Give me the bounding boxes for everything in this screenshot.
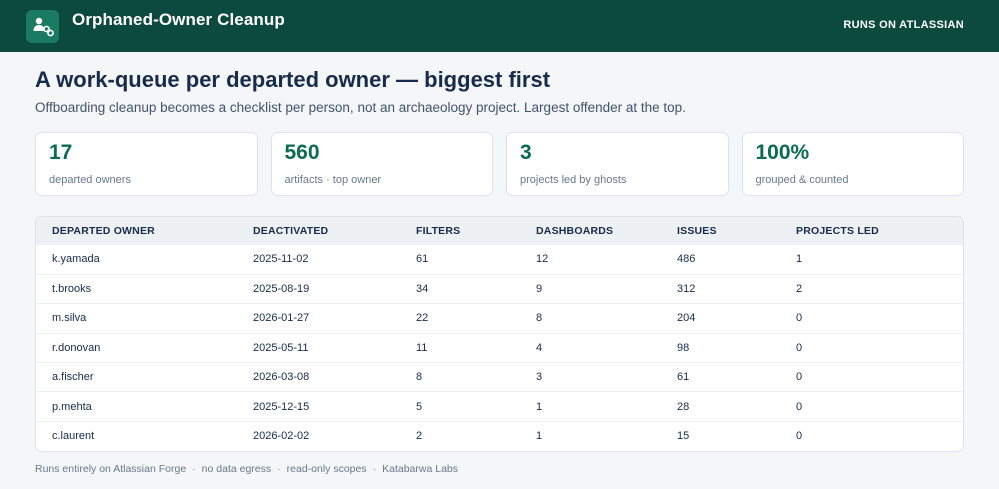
issues-cell: 28 bbox=[661, 391, 780, 422]
table-row[interactable]: t.brooks 2025-08-19 34 9 312 2 bbox=[36, 273, 963, 304]
footer-separator: · bbox=[192, 462, 196, 475]
table-header-row: DEPARTED OWNER DEACTIVATED FILTERS DASHB… bbox=[36, 217, 963, 245]
page-title: A work-queue per departed owner — bigges… bbox=[35, 67, 551, 92]
owner-cell: p.mehta bbox=[36, 391, 237, 422]
app-title: Orphaned-Owner Cleanup bbox=[72, 10, 285, 29]
column-header-dashboards[interactable]: DASHBOARDS bbox=[536, 225, 614, 237]
filters-cell: 2 bbox=[400, 420, 520, 451]
column-header-filters[interactable]: FILTERS bbox=[416, 225, 461, 237]
filters-cell: 34 bbox=[400, 273, 520, 304]
issues-cell: 15 bbox=[661, 420, 780, 451]
owner-cell: t.brooks bbox=[36, 273, 237, 304]
deactivated-cell: 2026-01-27 bbox=[237, 303, 400, 334]
stat-label: grouped & counted bbox=[755, 174, 849, 186]
dashboards-cell: 1 bbox=[520, 391, 661, 422]
projects-led-cell: 0 bbox=[780, 362, 963, 392]
footer-item: Runs entirely on Atlassian Forge bbox=[35, 462, 187, 475]
deactivated-cell: 2026-03-08 bbox=[237, 362, 400, 392]
page-subtitle: Offboarding cleanup becomes a checklist … bbox=[35, 100, 686, 115]
stat-value: 100% bbox=[755, 141, 810, 164]
owner-cell: r.donovan bbox=[36, 332, 237, 363]
main-content: A work-queue per departed owner — bigges… bbox=[0, 52, 999, 475]
dashboards-cell: 9 bbox=[520, 273, 661, 304]
filters-cell: 61 bbox=[416, 253, 429, 266]
dashboards-cell: 8 bbox=[520, 303, 661, 334]
stat-card-grouped: 100% grouped & counted bbox=[741, 132, 964, 196]
dashboards-cell: 12 bbox=[536, 253, 549, 266]
column-header-owner[interactable]: DEPARTED OWNER bbox=[52, 225, 155, 237]
footer-separator: · bbox=[277, 462, 281, 475]
column-header-projects-led[interactable]: PROJECTS LED bbox=[796, 225, 879, 237]
table-row[interactable]: c.laurent 2026-02-02 2 1 15 0 bbox=[36, 420, 963, 451]
column-header-deactivated[interactable]: DEACTIVATED bbox=[253, 225, 329, 237]
footer-separator: · bbox=[372, 462, 377, 475]
stat-card-departed-owners: 17 departed owners bbox=[35, 132, 258, 196]
deactivated-cell: 2025-08-19 bbox=[237, 273, 400, 304]
issues-cell: 312 bbox=[661, 273, 780, 304]
projects-led-cell: 0 bbox=[780, 391, 963, 422]
dashboards-cell: 1 bbox=[520, 420, 661, 451]
projects-led-cell: 2 bbox=[780, 273, 963, 304]
filters-cell: 11 bbox=[400, 332, 520, 363]
footer-item: no data egress bbox=[201, 462, 272, 475]
owners-table: DEPARTED OWNER DEACTIVATED FILTERS DASHB… bbox=[35, 216, 964, 452]
stat-label: departed owners bbox=[49, 174, 131, 186]
footer-item: Katabarwa Labs bbox=[382, 462, 458, 475]
owner-cell: a.fischer bbox=[36, 362, 237, 392]
stats-row: 17 departed owners 560 artifacts · top o… bbox=[35, 132, 964, 196]
table-row[interactable]: m.silva 2026-01-27 22 8 204 0 bbox=[36, 303, 963, 334]
column-header-issues[interactable]: ISSUES bbox=[677, 225, 717, 237]
projects-led-cell: 0 bbox=[780, 303, 963, 334]
stat-value: 17 bbox=[49, 141, 73, 164]
deactivated-cell: 2025-05-11 bbox=[237, 332, 400, 363]
issues-cell: 61 bbox=[661, 362, 780, 392]
stat-card-ghost-projects: 3 projects led by ghosts bbox=[506, 132, 729, 196]
app-header: Orphaned-Owner Cleanup RUNS ON ATLASSIAN bbox=[0, 0, 999, 52]
owner-cell: k.yamada bbox=[52, 253, 100, 266]
stat-value: 560 bbox=[284, 141, 320, 164]
stat-label: projects led by ghosts bbox=[520, 174, 627, 186]
projects-led-cell: 0 bbox=[780, 420, 963, 451]
issues-cell: 204 bbox=[661, 303, 780, 334]
user-link-icon bbox=[26, 9, 59, 43]
filters-cell: 22 bbox=[400, 303, 520, 334]
table-body: k.yamada 2025-11-02 61 12 486 1 t.brooks 2025-0… bbox=[36, 245, 963, 451]
stat-card-top-owner-artifacts: 560 artifacts · top owner bbox=[270, 132, 493, 196]
owner-cell: m.silva bbox=[36, 303, 237, 334]
filters-cell: 8 bbox=[400, 362, 520, 392]
table-row[interactable]: k.yamada 2025-11-02 61 12 486 1 bbox=[36, 245, 963, 274]
runs-on-badge: RUNS ON ATLASSIAN bbox=[843, 19, 964, 31]
issues-cell: 486 bbox=[677, 253, 696, 266]
issues-cell: 98 bbox=[661, 332, 780, 363]
table-row[interactable]: a.fischer 2026-03-08 8 3 61 0 bbox=[36, 362, 963, 392]
deactivated-cell: 2025-11-02 bbox=[253, 253, 309, 266]
table-row[interactable]: p.mehta 2025-12-15 5 1 28 0 bbox=[36, 391, 963, 422]
projects-led-cell: 0 bbox=[780, 332, 963, 363]
stat-value: 3 bbox=[520, 141, 532, 164]
deactivated-cell: 2026-02-02 bbox=[237, 420, 400, 451]
deactivated-cell: 2025-12-15 bbox=[237, 391, 400, 422]
dashboards-cell: 3 bbox=[520, 362, 661, 392]
owner-cell: c.laurent bbox=[36, 420, 237, 451]
filters-cell: 5 bbox=[400, 391, 520, 422]
footer: Runs entirely on Atlassian Forge · no data… bbox=[35, 463, 964, 475]
footer-item: read-only scopes bbox=[286, 462, 367, 475]
stat-label: artifacts · top owner bbox=[284, 174, 382, 186]
projects-led-cell: 1 bbox=[796, 253, 803, 266]
dashboards-cell: 4 bbox=[520, 332, 661, 363]
table-row[interactable]: r.donovan 2025-05-11 11 4 98 0 bbox=[36, 332, 963, 363]
